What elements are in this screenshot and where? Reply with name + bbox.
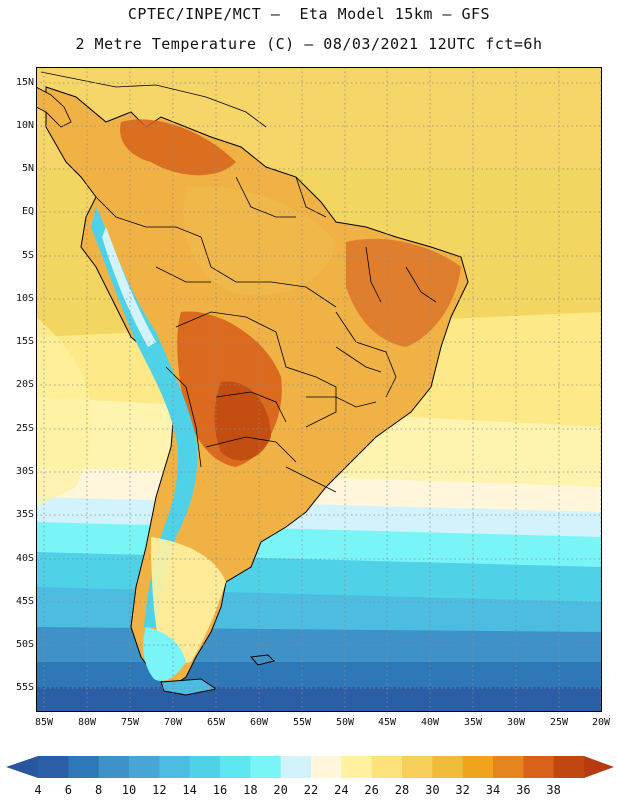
colorbar-label: 20 — [273, 783, 288, 797]
colorbar-label: 14 — [182, 783, 197, 797]
latitude-label: 30S — [15, 466, 34, 477]
colorbar-swatch — [280, 756, 312, 778]
andes-cold-strip — [91, 207, 198, 627]
colorbar-high-arrow — [584, 756, 614, 778]
amazon-warm — [183, 186, 336, 295]
longitude-label: 60W — [249, 717, 269, 728]
colorbar-swatch — [402, 756, 433, 778]
colorbar-label: 34 — [485, 783, 501, 797]
andes-snow-strip — [102, 227, 156, 347]
colorbar-swatch — [462, 756, 494, 778]
longitude-label: 50W — [335, 717, 355, 728]
latitude-label: 20S — [15, 379, 34, 390]
colorbar-label: 36 — [516, 783, 531, 797]
longitude-label: 75W — [120, 717, 140, 728]
colorbar-label: 28 — [394, 783, 410, 797]
longitude-label: 45W — [377, 717, 397, 728]
colorbar-swatch — [250, 756, 282, 778]
latitude-label: EQ — [21, 206, 34, 217]
longitude-label: 85W — [34, 717, 54, 728]
hot-region-north — [120, 119, 236, 176]
colorbar-swatch — [523, 756, 555, 778]
map-title-line2: 2 Metre Temperature (C) – 08/03/2021 12U… — [75, 35, 543, 53]
colorbar-label: 32 — [455, 783, 470, 797]
hot-region-chaco — [214, 381, 271, 461]
colorbar-swatch — [68, 756, 100, 778]
latitude-label: 35S — [15, 509, 34, 520]
colorbar-label: 30 — [425, 783, 440, 797]
country-borders — [95, 176, 437, 493]
colorbar-swatch — [159, 756, 191, 778]
hot-region-northeast — [346, 238, 461, 347]
colorbar-label: 24 — [334, 783, 349, 797]
latitude-label: 10N — [15, 120, 34, 131]
longitude-label: 65W — [206, 717, 226, 728]
colorbar-swatch — [432, 756, 464, 778]
colorbar-swatch — [553, 756, 585, 778]
colorbar-label: 6 — [64, 783, 72, 797]
latitude-label: 15S — [15, 336, 34, 347]
colorbar-label: 16 — [212, 783, 228, 797]
colorbar-swatches — [38, 756, 585, 778]
longitude-label: 80W — [77, 717, 97, 728]
colorbar-label: 26 — [364, 783, 379, 797]
latitude-label: 25S — [15, 423, 34, 434]
colorbar-label: 8 — [95, 783, 103, 797]
map-title-line1: CPTEC/INPE/MCT – Eta Model 15km – GFS — [127, 5, 491, 23]
colorbar-swatch — [38, 756, 69, 778]
colorbar-label: 18 — [243, 783, 258, 797]
central-america — [36, 86, 72, 128]
latitude-label: 40S — [15, 553, 34, 564]
temperature-map — [36, 67, 602, 712]
latitude-label: 45S — [15, 596, 34, 607]
colorbar-swatch — [341, 756, 373, 778]
tierra-del-fuego — [160, 678, 218, 696]
latitude-label: 5N — [21, 163, 34, 174]
colorbar-label: 12 — [152, 783, 167, 797]
latitude-label: 5S — [21, 250, 34, 261]
colorbar-swatch — [371, 756, 403, 778]
colorbar-label: 4 — [34, 783, 42, 797]
colorbar-swatch — [311, 756, 342, 778]
latitude-label: 55S — [15, 682, 34, 693]
falkland-islands — [249, 654, 275, 666]
colorbar-swatch — [98, 756, 130, 778]
colorbar-label: 10 — [121, 783, 137, 797]
longitude-label: 30W — [506, 717, 526, 728]
patagonia-south-cold — [143, 627, 186, 682]
latitude-label: 50S — [15, 639, 34, 650]
longitude-label: 35W — [463, 717, 483, 728]
colorbar-low-arrow — [6, 756, 38, 778]
colorbar-label: 22 — [303, 783, 319, 797]
pacific-cold-tongue — [36, 317, 93, 507]
temperature-colorbar — [6, 756, 614, 778]
latitude-label: 10S — [15, 293, 34, 304]
longitude-label: 25W — [549, 717, 569, 728]
longitude-label: 20W — [591, 717, 611, 728]
colorbar-swatch — [129, 756, 160, 778]
colorbar-swatch — [189, 756, 221, 778]
caribbean-coast — [40, 71, 267, 128]
longitude-label: 40W — [420, 717, 440, 728]
latitude-label: 15N — [15, 77, 34, 88]
colorbar-label: 38 — [546, 783, 561, 797]
colorbar-swatch — [493, 756, 524, 778]
longitude-label: 55W — [292, 717, 312, 728]
colorbar-swatch — [220, 756, 251, 778]
longitude-label: 70W — [163, 717, 183, 728]
patagonia-cool — [151, 537, 226, 667]
ocean-band-6 — [36, 687, 602, 712]
